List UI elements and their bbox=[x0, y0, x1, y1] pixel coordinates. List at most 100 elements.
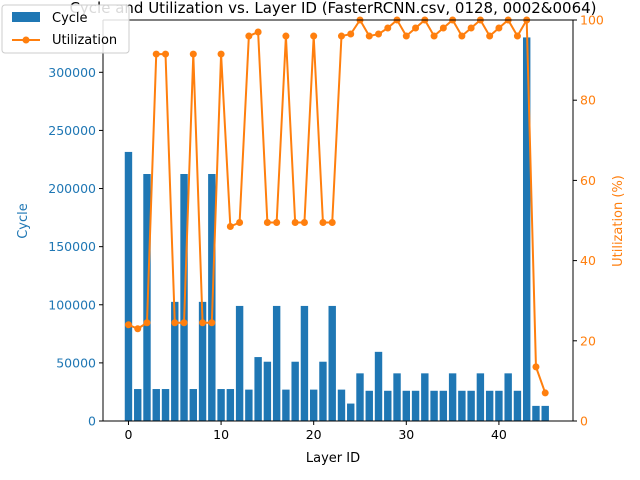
cycle-bar bbox=[189, 389, 197, 421]
utilization-point bbox=[180, 319, 188, 327]
y-right-tick-label: 100 bbox=[580, 13, 604, 28]
utilization-point bbox=[310, 32, 318, 40]
cycle-bar bbox=[226, 389, 235, 421]
y-left-tick-label: 150000 bbox=[48, 239, 96, 254]
cycle-bar bbox=[430, 390, 438, 421]
utilization-point bbox=[513, 32, 521, 40]
utilization-point bbox=[171, 319, 179, 327]
utilization-point bbox=[532, 363, 540, 371]
x-tick-label: 30 bbox=[398, 427, 414, 442]
utilization-point bbox=[152, 50, 160, 58]
cycle-bar bbox=[374, 351, 383, 421]
x-tick-label: 0 bbox=[124, 427, 132, 442]
y-right-tick-label: 40 bbox=[580, 253, 596, 268]
cycle-bar bbox=[384, 390, 392, 421]
y-left-tick-label: 50000 bbox=[56, 355, 96, 370]
y-right-tick-label: 20 bbox=[580, 333, 596, 348]
utilization-point bbox=[236, 219, 244, 227]
x-tick-label: 10 bbox=[213, 427, 229, 442]
utilization-point bbox=[245, 32, 253, 40]
y-right-tick-label: 0 bbox=[580, 414, 588, 429]
cycle-bar bbox=[467, 390, 475, 421]
utilization-point bbox=[495, 24, 503, 32]
cycle-bar bbox=[124, 151, 133, 421]
cycle-bar bbox=[421, 373, 429, 421]
cycle-bar bbox=[411, 390, 420, 421]
utilization-point bbox=[412, 24, 420, 32]
y-left-tick-label: 100000 bbox=[48, 297, 96, 312]
cycle-bar bbox=[217, 389, 225, 421]
y-left-tick-label: 0 bbox=[88, 414, 96, 429]
cycle-bar bbox=[485, 390, 494, 421]
utilization-point bbox=[199, 319, 207, 327]
utilization-point bbox=[541, 389, 549, 397]
cycle-bar bbox=[504, 373, 512, 421]
utilization-point bbox=[328, 219, 336, 227]
cycle-bar bbox=[235, 305, 244, 421]
y-left-tick-label: 300000 bbox=[48, 65, 96, 80]
cycle-bar bbox=[513, 390, 522, 421]
utilization-line-group bbox=[124, 16, 549, 397]
utilization-point bbox=[384, 24, 392, 32]
cycle-bar bbox=[161, 389, 170, 421]
cycle-bar bbox=[134, 389, 142, 421]
cycle-bar bbox=[272, 305, 281, 421]
cycle-bar bbox=[458, 390, 466, 421]
cycle-bar bbox=[522, 37, 531, 421]
utilization-point bbox=[208, 319, 216, 327]
y-right-tick-label: 60 bbox=[580, 173, 596, 188]
x-axis-title: Layer ID bbox=[306, 451, 360, 466]
utilization-point bbox=[162, 50, 170, 58]
x-tick-label: 40 bbox=[491, 427, 507, 442]
cycle-bar bbox=[402, 390, 411, 421]
cycle-bar bbox=[448, 373, 457, 421]
cycle-bar bbox=[263, 361, 272, 421]
cycle-bar bbox=[476, 373, 485, 421]
cycle-bar bbox=[291, 361, 299, 421]
cycle-bar bbox=[171, 301, 179, 421]
axes: 0 10 20 30 40 0 50000 100000 150000 200000 250000 3… bbox=[48, 13, 604, 443]
legend-utilization-marker bbox=[22, 36, 30, 44]
y-right-axis-title: Utilization (%) bbox=[611, 175, 626, 267]
cycle-bar bbox=[365, 390, 373, 421]
utilization-point bbox=[143, 319, 151, 327]
x-tick-label: 20 bbox=[306, 427, 322, 442]
legend-cycle-swatch bbox=[12, 12, 40, 22]
utilization-point bbox=[319, 219, 327, 227]
utilization-point bbox=[291, 219, 299, 227]
utilization-point bbox=[337, 32, 345, 40]
utilization-point bbox=[402, 32, 410, 40]
cycle-bar bbox=[328, 305, 336, 421]
cycle-bar bbox=[356, 373, 364, 421]
cycle-bar bbox=[282, 389, 290, 421]
utilization-point bbox=[347, 30, 355, 38]
y-right-tick-label: 80 bbox=[580, 93, 596, 108]
y-left-axis-title: Cycle bbox=[16, 203, 31, 239]
utilization-point bbox=[124, 321, 132, 329]
cycle-bar bbox=[245, 389, 253, 421]
utilization-point bbox=[134, 325, 142, 333]
cycle-bar bbox=[532, 405, 540, 421]
utilization-point bbox=[263, 219, 271, 227]
utilization-point bbox=[189, 50, 197, 58]
cycle-bar bbox=[439, 390, 448, 421]
utilization-point bbox=[467, 24, 475, 32]
utilization-point bbox=[430, 32, 438, 40]
utilization-point bbox=[439, 24, 447, 32]
cycle-bar bbox=[300, 305, 309, 421]
cycle-bar bbox=[347, 403, 355, 421]
utilization-point bbox=[375, 30, 383, 38]
utilization-point bbox=[486, 32, 494, 40]
cycle-bars bbox=[124, 37, 549, 421]
cycle-bar bbox=[337, 389, 346, 421]
cycle-bar bbox=[319, 361, 327, 421]
utilization-point bbox=[282, 32, 290, 40]
utilization-point bbox=[254, 28, 262, 36]
chart-title: Cycle and Utilization vs. Layer ID (Fast… bbox=[69, 0, 596, 17]
utilization-point bbox=[226, 223, 234, 231]
utilization-point bbox=[458, 32, 466, 40]
utilization-point bbox=[217, 50, 225, 58]
utilization-line bbox=[128, 19, 547, 394]
cycle-bar bbox=[152, 389, 160, 421]
